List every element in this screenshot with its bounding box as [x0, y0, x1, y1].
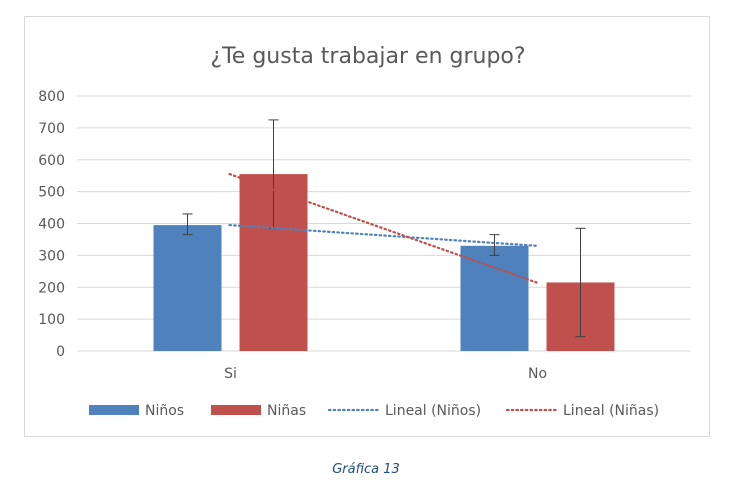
trendline-1 — [228, 172, 538, 284]
legend: Niños Niñas Lineal (Niños) Lineal (Niñas) — [89, 403, 659, 419]
legend-swatch-1 — [211, 405, 261, 415]
chart-frame: ¿Te gusta trabajar en grupo? 0 100 200 300 4… — [24, 16, 710, 437]
bar-0-0 — [153, 225, 222, 351]
legend-swatch-0 — [89, 405, 139, 415]
trendlines — [228, 172, 538, 284]
y-tick-label-0: 0 — [56, 344, 65, 360]
y-tick-label-500: 500 — [38, 185, 65, 201]
y-tick-label-100: 100 — [38, 312, 65, 328]
error-bars — [182, 119, 586, 338]
x-tick-label-1: No — [528, 366, 547, 382]
x-tick-label-0: Si — [224, 366, 237, 382]
trendline-0 — [228, 223, 538, 247]
figure-caption: Gráfica 13 — [332, 462, 400, 477]
y-tick-label-600: 600 — [38, 153, 65, 169]
y-tick-label-200: 200 — [38, 280, 65, 296]
y-tick-label-400: 400 — [38, 217, 65, 233]
y-tick-label-300: 300 — [38, 248, 65, 264]
x-axis-ticks: Si No — [224, 366, 547, 382]
chart-title: ¿Te gusta trabajar en grupo? — [210, 44, 525, 69]
bars — [153, 174, 615, 351]
y-tick-label-700: 700 — [38, 121, 65, 137]
y-tick-label-800: 800 — [38, 89, 65, 105]
chart-svg: ¿Te gusta trabajar en grupo? 0 100 200 300 4… — [38, 44, 691, 419]
legend-label-3: Lineal (Niñas) — [563, 403, 659, 419]
legend-label-2: Lineal (Niños) — [385, 403, 481, 419]
y-axis-ticks: 0 100 200 300 400 500 600 700 800 — [38, 89, 65, 360]
legend-label-1: Niñas — [267, 403, 306, 419]
bar-0-1 — [460, 245, 529, 351]
legend-label-0: Niños — [145, 403, 184, 419]
